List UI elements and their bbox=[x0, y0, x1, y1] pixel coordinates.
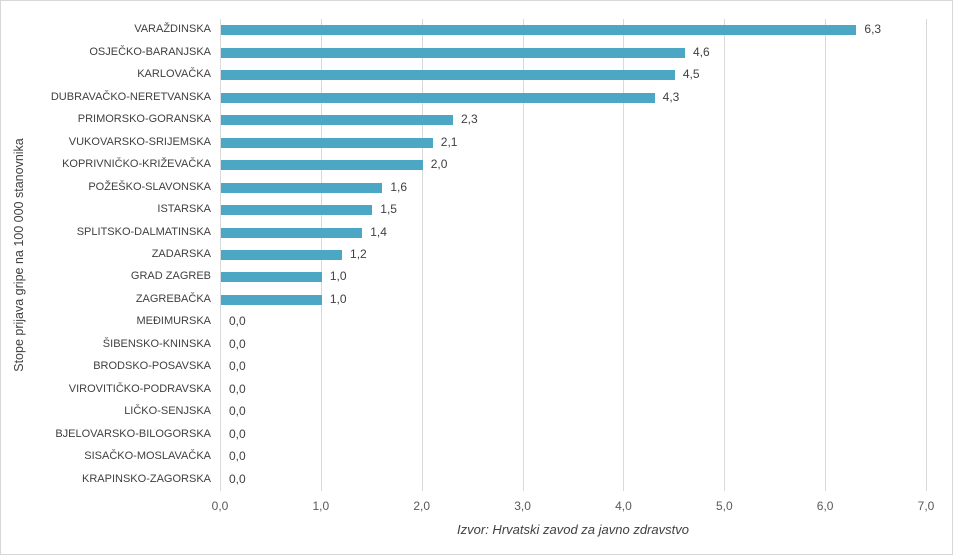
category-label: SPLITSKO-DALMATINSKA bbox=[76, 225, 211, 238]
gridline bbox=[623, 19, 625, 491]
value-label: 1,6 bbox=[390, 179, 408, 194]
category-label: ISTARSKA bbox=[157, 203, 211, 216]
bar bbox=[221, 182, 383, 193]
gridline bbox=[825, 19, 827, 491]
value-label: 2,3 bbox=[460, 112, 478, 127]
category-label: GRAD ZAGREB bbox=[130, 270, 211, 283]
bar bbox=[221, 137, 433, 148]
bar bbox=[221, 250, 343, 260]
value-label: 0,0 bbox=[229, 359, 246, 374]
value-label: 2,0 bbox=[430, 157, 448, 172]
bar bbox=[221, 272, 322, 283]
source-caption: Izvor: Hrvatski zavod za javno zdravstvo bbox=[457, 522, 689, 537]
x-tick-label: 1,0 bbox=[312, 499, 330, 513]
bar bbox=[221, 294, 322, 305]
category-label: BJELOVARSKO-BILOGORSKA bbox=[55, 427, 211, 440]
category-label: VUKOVARSKO-SRIJEMSKA bbox=[68, 135, 211, 148]
category-label: KARLOVAČKA bbox=[137, 68, 211, 81]
category-label: DUBRAVAČKO-NERETVANSKA bbox=[50, 90, 211, 103]
value-label: 0,0 bbox=[229, 449, 246, 464]
bar bbox=[221, 70, 675, 81]
category-label: ZAGREBAČKA bbox=[135, 292, 211, 305]
x-tick-label: 4,0 bbox=[615, 499, 632, 513]
value-label: 1,0 bbox=[329, 291, 347, 306]
gridline bbox=[522, 19, 524, 491]
category-label: VIROVITIČKO-PODRAVSKA bbox=[68, 382, 211, 395]
value-label: 4,6 bbox=[692, 44, 710, 59]
value-label: 0,0 bbox=[229, 336, 246, 351]
value-label: 1,0 bbox=[329, 269, 347, 284]
x-tick-label: 7,0 bbox=[917, 499, 935, 513]
bar bbox=[221, 47, 685, 58]
value-label: 4,5 bbox=[682, 67, 700, 82]
bar bbox=[221, 115, 453, 126]
value-label: 0,0 bbox=[229, 381, 246, 396]
bar bbox=[221, 160, 423, 171]
bar bbox=[221, 25, 857, 36]
x-tick-label: 6,0 bbox=[816, 499, 834, 513]
value-label: 0,0 bbox=[229, 426, 246, 441]
category-label: POŽEŠKO-SLAVONSKA bbox=[88, 180, 211, 193]
value-label: 1,2 bbox=[350, 247, 367, 261]
category-label: OSJEČKO-BARANJSKA bbox=[89, 45, 211, 58]
value-label: 6,3 bbox=[864, 22, 882, 37]
gridline bbox=[926, 19, 927, 491]
value-label: 0,0 bbox=[229, 314, 246, 329]
bar bbox=[221, 92, 655, 103]
value-label: 1,4 bbox=[370, 224, 387, 239]
category-label: MEĐIMURSKA bbox=[136, 315, 211, 328]
category-label: LIČKO-SENJSKA bbox=[124, 405, 211, 418]
gridline bbox=[724, 19, 726, 491]
gridline bbox=[421, 19, 423, 491]
value-label: 2,1 bbox=[440, 134, 458, 149]
value-label: 0,0 bbox=[229, 471, 246, 486]
value-label: 0,0 bbox=[229, 404, 246, 419]
x-tick-label: 0,0 bbox=[211, 499, 229, 513]
x-tick-label: 3,0 bbox=[514, 499, 531, 513]
value-label: 1,5 bbox=[380, 202, 397, 217]
bar bbox=[221, 227, 363, 238]
category-label: KRAPINSKO-ZAGORSKA bbox=[82, 472, 211, 485]
y-axis-line bbox=[220, 19, 221, 491]
x-tick-label: 2,0 bbox=[413, 499, 431, 513]
category-label: ŠIBENSKO-KNINSKA bbox=[102, 337, 211, 350]
value-label: 4,3 bbox=[662, 89, 680, 104]
category-label: KOPRIVNIČKO-KRIŽEVAČKA bbox=[62, 158, 211, 171]
category-label: BRODSKO-POSAVSKA bbox=[93, 360, 211, 373]
category-label: PRIMORSKO-GORANSKA bbox=[77, 113, 211, 126]
category-label: ZADARSKA bbox=[151, 248, 211, 260]
category-label: VARAŽDINSKA bbox=[134, 23, 211, 36]
bar bbox=[221, 205, 373, 216]
x-tick-label: 5,0 bbox=[715, 499, 733, 513]
category-label: SISAČKO-MOSLAVAČKA bbox=[84, 450, 211, 463]
